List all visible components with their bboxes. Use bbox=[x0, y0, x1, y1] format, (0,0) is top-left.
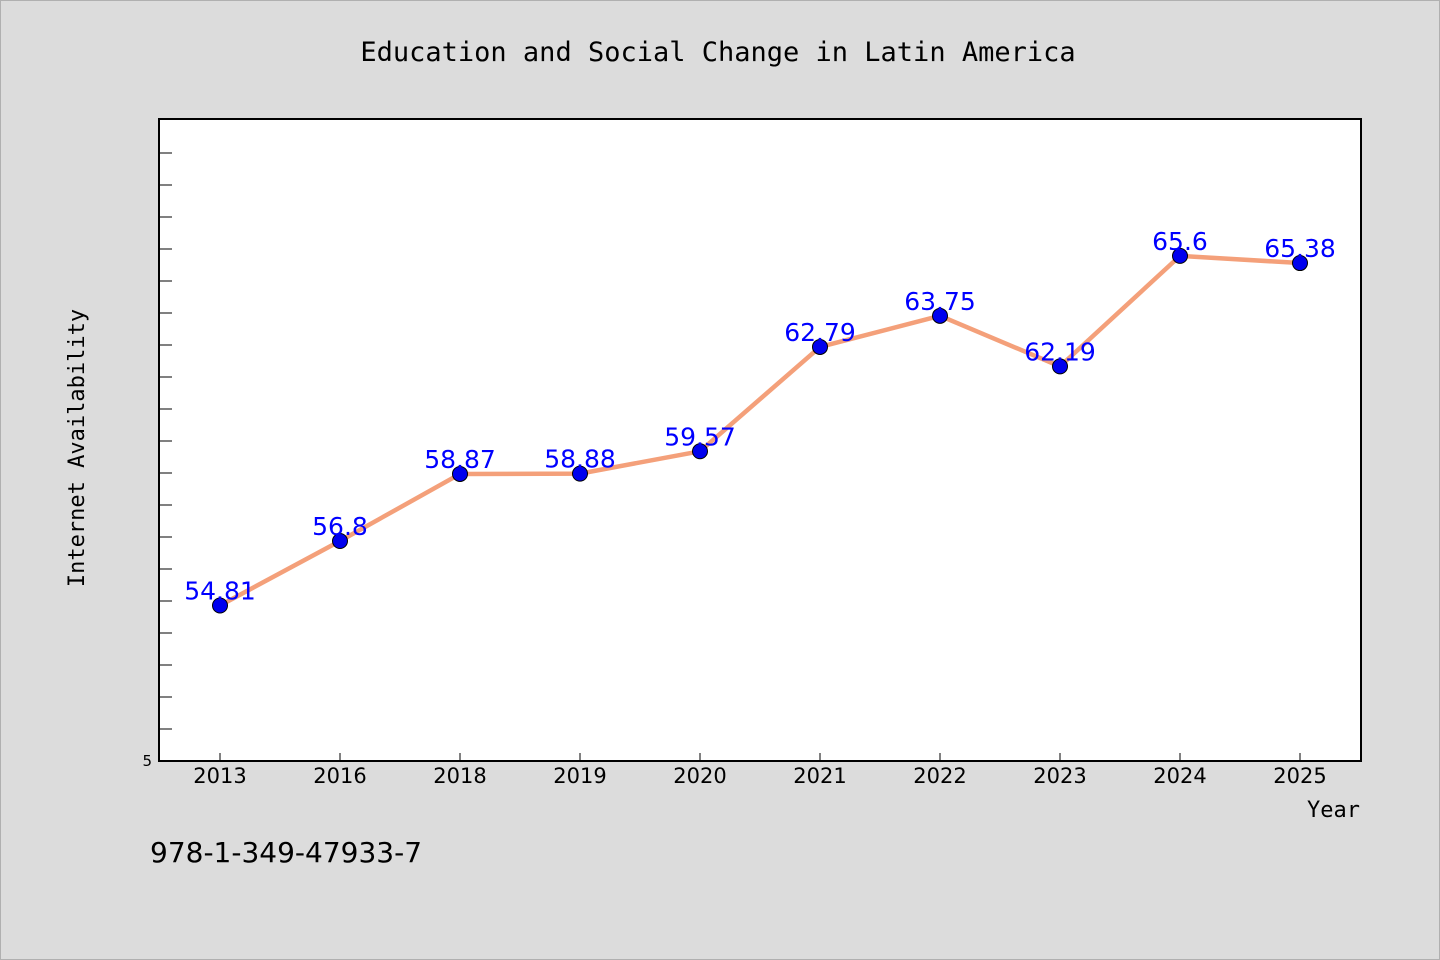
data-label: 62.19 bbox=[1024, 337, 1096, 366]
data-label: 56.8 bbox=[312, 512, 368, 541]
x-tick-label: 2020 bbox=[673, 764, 726, 788]
x-tick-label: 2024 bbox=[1153, 764, 1206, 788]
isbn-text: 978-1-349-47933-7 bbox=[150, 836, 422, 869]
data-point bbox=[1292, 255, 1308, 272]
data-label: 59.57 bbox=[664, 422, 736, 451]
data-point bbox=[1052, 358, 1068, 375]
series-line bbox=[218, 253, 1301, 608]
x-tick-label: 2016 bbox=[313, 764, 366, 788]
data-label: 58.87 bbox=[424, 445, 496, 474]
data-point bbox=[452, 465, 468, 482]
data-point bbox=[212, 597, 228, 614]
data-label: 65.38 bbox=[1264, 234, 1336, 263]
data-point bbox=[812, 338, 828, 355]
data-point bbox=[572, 465, 588, 482]
data-point bbox=[932, 307, 948, 324]
data-point bbox=[692, 443, 708, 460]
x-tick-label: 2019 bbox=[553, 764, 606, 788]
x-axis-label: Year bbox=[1307, 798, 1360, 823]
x-tick-label: 2013 bbox=[193, 764, 246, 788]
x-tick-label: 2025 bbox=[1273, 764, 1326, 788]
data-label: 63.75 bbox=[904, 287, 976, 316]
x-tick-label: 2022 bbox=[913, 764, 966, 788]
chart-title: Education and Social Change in Latin Ame… bbox=[360, 37, 1075, 68]
y-axis-label: Internet Availability bbox=[65, 309, 90, 587]
data-label: 65.6 bbox=[1152, 227, 1208, 256]
data-point bbox=[1172, 247, 1188, 264]
y-tick-label: 5 bbox=[142, 752, 152, 770]
series-layer: 54.81 56.8 58.87 58.88 59.57 62.79 63.75 62.19 6… bbox=[184, 227, 1336, 614]
x-axis-ticks: 2013 2016 2018 2019 2020 2021 2022 2023 2024 2025 bbox=[193, 753, 1327, 788]
data-point bbox=[332, 533, 348, 550]
y-axis-ticks bbox=[159, 152, 172, 730]
data-label: 58.88 bbox=[544, 445, 616, 474]
x-tick-label: 2021 bbox=[793, 764, 846, 788]
x-tick-label: 2023 bbox=[1033, 764, 1086, 788]
data-label: 62.79 bbox=[784, 318, 856, 347]
x-tick-label: 2018 bbox=[433, 764, 486, 788]
plot-area bbox=[158, 118, 1362, 762]
data-label: 54.81 bbox=[184, 577, 256, 606]
